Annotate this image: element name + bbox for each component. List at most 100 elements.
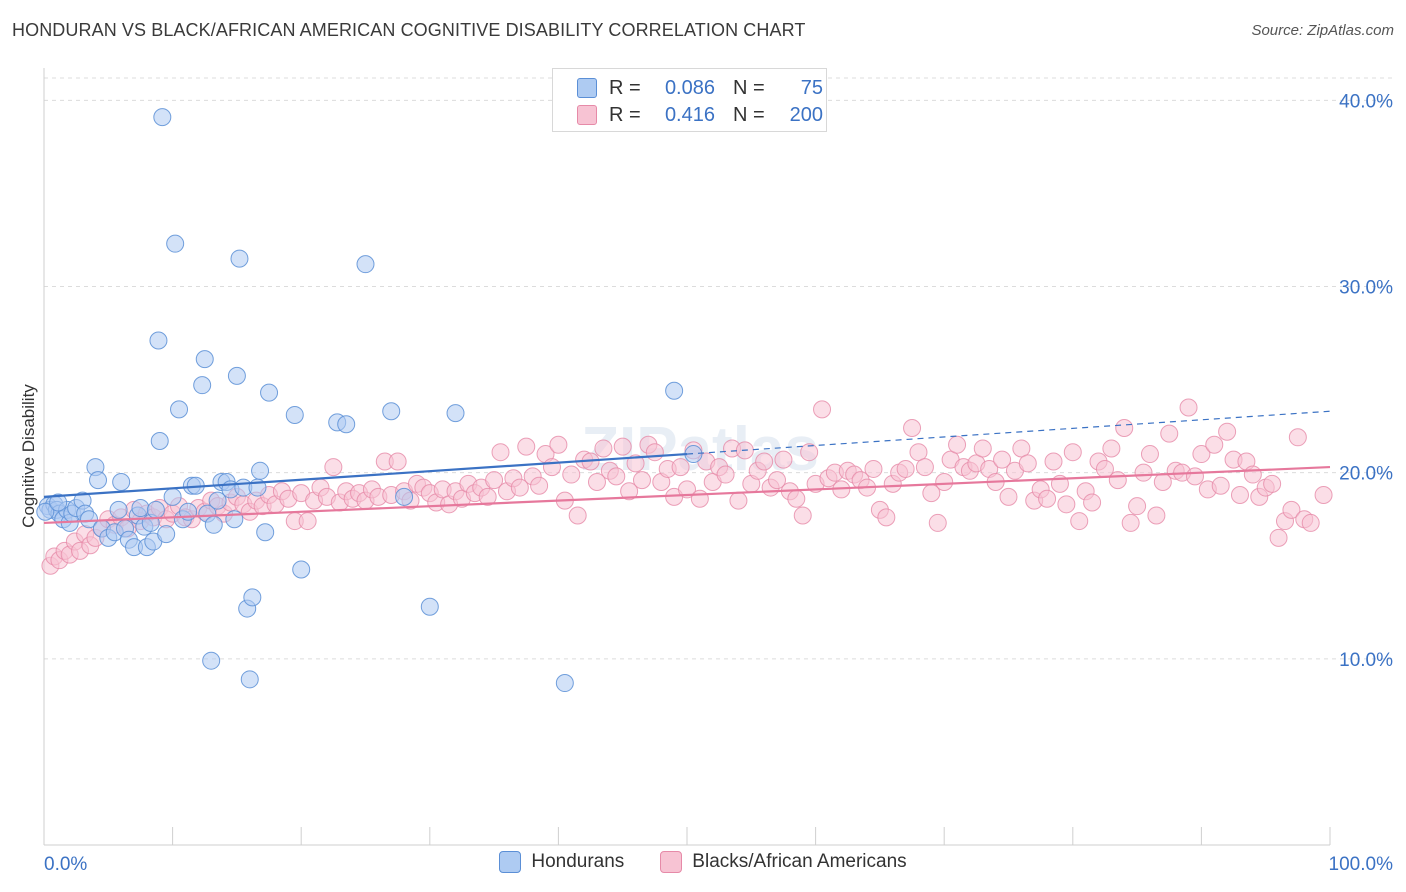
trendline-blacks — [43, 465, 1331, 525]
source-credit: Source: ZipAtlas.com — [1251, 22, 1394, 39]
data-point-hondurans — [131, 499, 150, 518]
data-point-blacks — [568, 506, 587, 525]
data-point-hondurans — [109, 500, 128, 519]
data-point-blacks — [993, 450, 1012, 469]
axes — [43, 68, 1331, 846]
data-point-blacks — [948, 435, 967, 454]
data-point-hondurans — [555, 674, 574, 693]
data-point-blacks — [768, 471, 787, 490]
data-point-hondurans — [202, 651, 221, 670]
data-point-blacks — [1070, 512, 1089, 531]
data-point-blacks — [1102, 439, 1121, 458]
legend-r-label: R = — [609, 76, 641, 99]
data-point-blacks — [903, 418, 922, 437]
data-point-blacks — [549, 435, 568, 454]
data-point-blacks — [626, 454, 645, 473]
data-point-hondurans — [251, 461, 270, 480]
legend-item-blacks[interactable]: Blacks/African Americans — [660, 851, 907, 873]
data-point-blacks — [690, 489, 709, 508]
data-point-blacks — [607, 467, 626, 486]
data-point-blacks — [1121, 513, 1140, 532]
data-point-hondurans — [49, 493, 68, 512]
data-point-blacks — [491, 443, 510, 462]
data-point-blacks — [1185, 467, 1204, 486]
data-point-blacks — [1179, 398, 1198, 417]
legend-r-value-hondurans: 0.086 — [664, 76, 715, 99]
data-point-blacks — [1205, 435, 1224, 454]
legend-n-value-blacks: 200 — [789, 103, 823, 126]
data-point-hondurans — [420, 597, 439, 616]
data-point-blacks — [1269, 528, 1288, 547]
data-point-blacks — [562, 465, 581, 484]
data-point-blacks — [1218, 422, 1237, 441]
data-point-blacks — [1192, 445, 1211, 464]
data-point-hondurans — [195, 350, 214, 369]
legend-row-hondurans: R = 0.086 N = 75 — [577, 76, 823, 100]
grid-lines — [44, 77, 1392, 660]
data-point-blacks — [716, 465, 735, 484]
data-point-blacks — [864, 459, 883, 478]
data-point-blacks — [800, 443, 819, 462]
data-point-blacks — [678, 480, 696, 499]
data-point-hondurans — [337, 415, 356, 434]
data-point-blacks — [973, 439, 992, 458]
tick-labels: 10.0% 20.0% 30.0% 40.0% 0.0% 100.0% — [44, 91, 1393, 875]
data-point-blacks — [1063, 443, 1082, 462]
data-point-hondurans — [149, 331, 168, 350]
data-point-hondurans — [230, 249, 249, 268]
legend-swatch-hondurans — [499, 851, 522, 873]
data-point-blacks — [298, 512, 317, 531]
trend-lines — [43, 410, 1331, 525]
legend-r-value-blacks: 0.416 — [664, 103, 715, 126]
data-point-blacks — [1314, 486, 1333, 505]
data-point-blacks — [909, 443, 928, 462]
data-point-blacks — [1140, 445, 1159, 464]
data-point-blacks — [915, 458, 934, 477]
legend-n-value-hondurans: 75 — [800, 76, 823, 99]
data-point-blacks — [1134, 463, 1153, 482]
data-point-hondurans — [163, 487, 182, 506]
data-point-blacks — [1288, 428, 1307, 447]
data-point-blacks — [774, 450, 793, 469]
data-point-blacks — [1160, 424, 1179, 443]
data-point-blacks — [485, 471, 504, 490]
data-point-blacks — [1128, 497, 1147, 516]
data-point-blacks — [787, 489, 806, 508]
legend-label-hondurans: Hondurans — [531, 851, 625, 872]
data-point-hondurans — [356, 255, 375, 274]
data-point-blacks — [510, 478, 529, 497]
data-point-blacks — [729, 491, 748, 510]
y-tick-label: 10.0% — [1339, 650, 1393, 671]
legend-label-blacks: Blacks/African Americans — [692, 851, 907, 872]
series-blacks-points — [41, 398, 1333, 575]
data-point-blacks — [542, 458, 561, 477]
data-point-hondurans — [292, 560, 311, 579]
trendline-hondurans — [43, 452, 688, 498]
data-point-hondurans — [225, 510, 244, 529]
data-point-hondurans — [260, 383, 279, 402]
data-point-blacks — [1038, 489, 1057, 508]
legend-row-blacks: R = 0.416 N = 200 — [577, 103, 823, 127]
data-point-blacks — [388, 452, 407, 471]
y-tick-label: 40.0% — [1339, 91, 1393, 112]
y-tick-label: 30.0% — [1339, 278, 1393, 299]
data-point-hondurans — [170, 400, 189, 419]
data-point-hondurans — [208, 491, 227, 510]
data-point-hondurans — [36, 502, 55, 521]
data-point-blacks — [1115, 418, 1134, 437]
data-point-hondurans — [240, 670, 259, 689]
data-point-blacks — [1211, 476, 1230, 495]
legend-item-hondurans[interactable]: Hondurans — [499, 851, 624, 873]
data-point-hondurans — [665, 381, 684, 400]
data-point-blacks — [478, 487, 497, 506]
data-point-blacks — [896, 459, 915, 478]
data-point-hondurans — [153, 108, 172, 127]
y-tick-label: 20.0% — [1339, 464, 1393, 485]
data-point-blacks — [928, 513, 947, 532]
data-point-blacks — [1243, 465, 1262, 484]
data-point-blacks — [1012, 439, 1031, 458]
legend-n-label: N = — [733, 103, 765, 126]
data-point-blacks — [1083, 493, 1102, 512]
data-point-blacks — [587, 472, 606, 491]
data-point-hondurans — [382, 402, 401, 421]
